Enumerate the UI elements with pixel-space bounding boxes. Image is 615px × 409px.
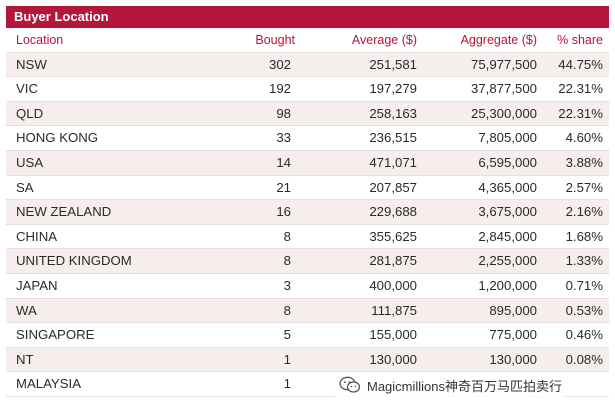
cell-average: 355,625 — [369, 228, 417, 244]
cell-location: QLD — [16, 105, 44, 121]
cell-aggregate: 25,300,000 — [470, 105, 537, 121]
table-row: WA 8 111,875 895,000 0.53% — [6, 298, 609, 324]
cell-bought: 302 — [268, 56, 291, 72]
cell-bought: 8 — [283, 302, 291, 318]
cell-bought: 8 — [283, 228, 291, 244]
table-row: MALAYSIA 1 — [6, 372, 609, 397]
cell-average: 155,000 — [369, 327, 417, 343]
cell-aggregate: 3,675,000 — [478, 204, 537, 220]
table-body: NSW 302 251,581 75,977,500 44.75% VIC 192 197,2… — [6, 52, 609, 397]
header-share: % share — [557, 33, 603, 47]
cell-location: CHINA — [16, 228, 58, 244]
cell-bought: 21 — [276, 179, 291, 195]
table-row: NT 1 130,000 130,000 0.08% — [6, 347, 609, 373]
cell-share: 2.16% — [565, 204, 603, 220]
table-row: SINGAPORE 5 155,000 775,000 0.46% — [6, 323, 609, 348]
cell-location: WA — [16, 302, 37, 318]
cell-bought: 3 — [283, 277, 291, 293]
table-row: VIC 192 197,279 37,877,500 22.31% — [6, 77, 609, 102]
cell-location: NSW — [16, 56, 47, 72]
cell-bought: 192 — [268, 81, 291, 97]
cell-location: SINGAPORE — [16, 327, 95, 343]
cell-location: MALAYSIA — [16, 376, 81, 392]
cell-location: NT — [16, 351, 34, 367]
cell-average: 207,857 — [369, 179, 417, 195]
cell-aggregate: 75,977,500 — [470, 56, 537, 72]
cell-share: 44.75% — [558, 56, 603, 72]
cell-average: 258,163 — [369, 105, 417, 121]
table-row: NSW 302 251,581 75,977,500 44.75% — [6, 52, 609, 78]
cell-bought: 14 — [276, 154, 291, 170]
cell-share: 0.71% — [565, 277, 603, 293]
cell-share: 3.88% — [565, 154, 603, 170]
cell-location: UNITED KINGDOM — [16, 253, 132, 269]
cell-aggregate: 2,255,000 — [478, 253, 537, 269]
header-aggregate: Aggregate ($) — [460, 33, 537, 47]
cell-bought: 1 — [283, 351, 291, 367]
cell-aggregate: 37,877,500 — [470, 81, 537, 97]
cell-average: 236,515 — [369, 130, 417, 146]
cell-location: USA — [16, 154, 44, 170]
table-row: SA 21 207,857 4,365,000 2.57% — [6, 176, 609, 201]
cell-bought: 8 — [283, 253, 291, 269]
cell-average: 251,581 — [369, 56, 417, 72]
cell-aggregate: 4,365,000 — [478, 179, 537, 195]
cell-location: VIC — [16, 81, 38, 97]
cell-location: NEW ZEALAND — [16, 204, 112, 220]
cell-aggregate: 2,845,000 — [478, 228, 537, 244]
cell-bought: 5 — [283, 327, 291, 343]
header-location: Location — [16, 33, 64, 47]
cell-average: 130,000 — [369, 351, 417, 367]
table-row: CHINA 8 355,625 2,845,000 1.68% — [6, 225, 609, 250]
cell-average: 111,875 — [371, 302, 417, 318]
table-row: UNITED KINGDOM 8 281,875 2,255,000 1.33% — [6, 249, 609, 274]
cell-location: HONG KONG — [16, 130, 99, 146]
table-row: HONG KONG 33 236,515 7,805,000 4.60% — [6, 126, 609, 151]
cell-average: 229,688 — [369, 204, 417, 220]
table-row: JAPAN 3 400,000 1,200,000 0.71% — [6, 274, 609, 299]
cell-share: 1.33% — [565, 253, 603, 269]
cell-share: 0.53% — [565, 302, 603, 318]
cell-share: 1.68% — [565, 228, 603, 244]
cell-bought: 33 — [276, 130, 291, 146]
cell-location: SA — [16, 179, 34, 195]
cell-aggregate: 1,200,000 — [478, 277, 537, 293]
cell-bought: 1 — [283, 376, 291, 392]
wechat-icon — [339, 376, 361, 394]
table-row: QLD 98 258,163 25,300,000 22.31% — [6, 101, 609, 127]
cell-aggregate: 130,000 — [489, 351, 537, 367]
cell-share: 0.08% — [565, 351, 603, 367]
header-average: Average ($) — [351, 33, 417, 47]
cell-aggregate: 775,000 — [489, 327, 537, 343]
buyer-location-table: Buyer Location Location Bought Average (… — [6, 6, 609, 397]
header-bought: Bought — [255, 33, 295, 47]
cell-location: JAPAN — [16, 277, 58, 293]
cell-aggregate: 895,000 — [489, 302, 537, 318]
table-title: Buyer Location — [6, 6, 609, 28]
watermark: Magicmillions神奇百万马匹拍卖行 — [335, 372, 567, 398]
watermark-text: Magicmillions神奇百万马匹拍卖行 — [367, 378, 563, 394]
cell-bought: 98 — [276, 105, 291, 121]
cell-average: 197,279 — [369, 81, 417, 97]
cell-share: 4.60% — [565, 130, 603, 146]
table-row: USA 14 471,071 6,595,000 3.88% — [6, 150, 609, 176]
cell-share: 22.31% — [558, 81, 603, 97]
table-header-row: Location Bought Average ($) Aggregate ($… — [6, 28, 609, 53]
cell-aggregate: 6,595,000 — [478, 154, 537, 170]
cell-aggregate: 7,805,000 — [478, 130, 537, 146]
table-row: NEW ZEALAND 16 229,688 3,675,000 2.16% — [6, 200, 609, 225]
cell-average: 281,875 — [369, 253, 417, 269]
cell-share: 0.46% — [565, 327, 603, 343]
cell-share: 2.57% — [565, 179, 603, 195]
cell-average: 471,071 — [369, 154, 417, 170]
cell-average: 400,000 — [369, 277, 417, 293]
cell-bought: 16 — [276, 204, 291, 220]
cell-share: 22.31% — [558, 105, 603, 121]
